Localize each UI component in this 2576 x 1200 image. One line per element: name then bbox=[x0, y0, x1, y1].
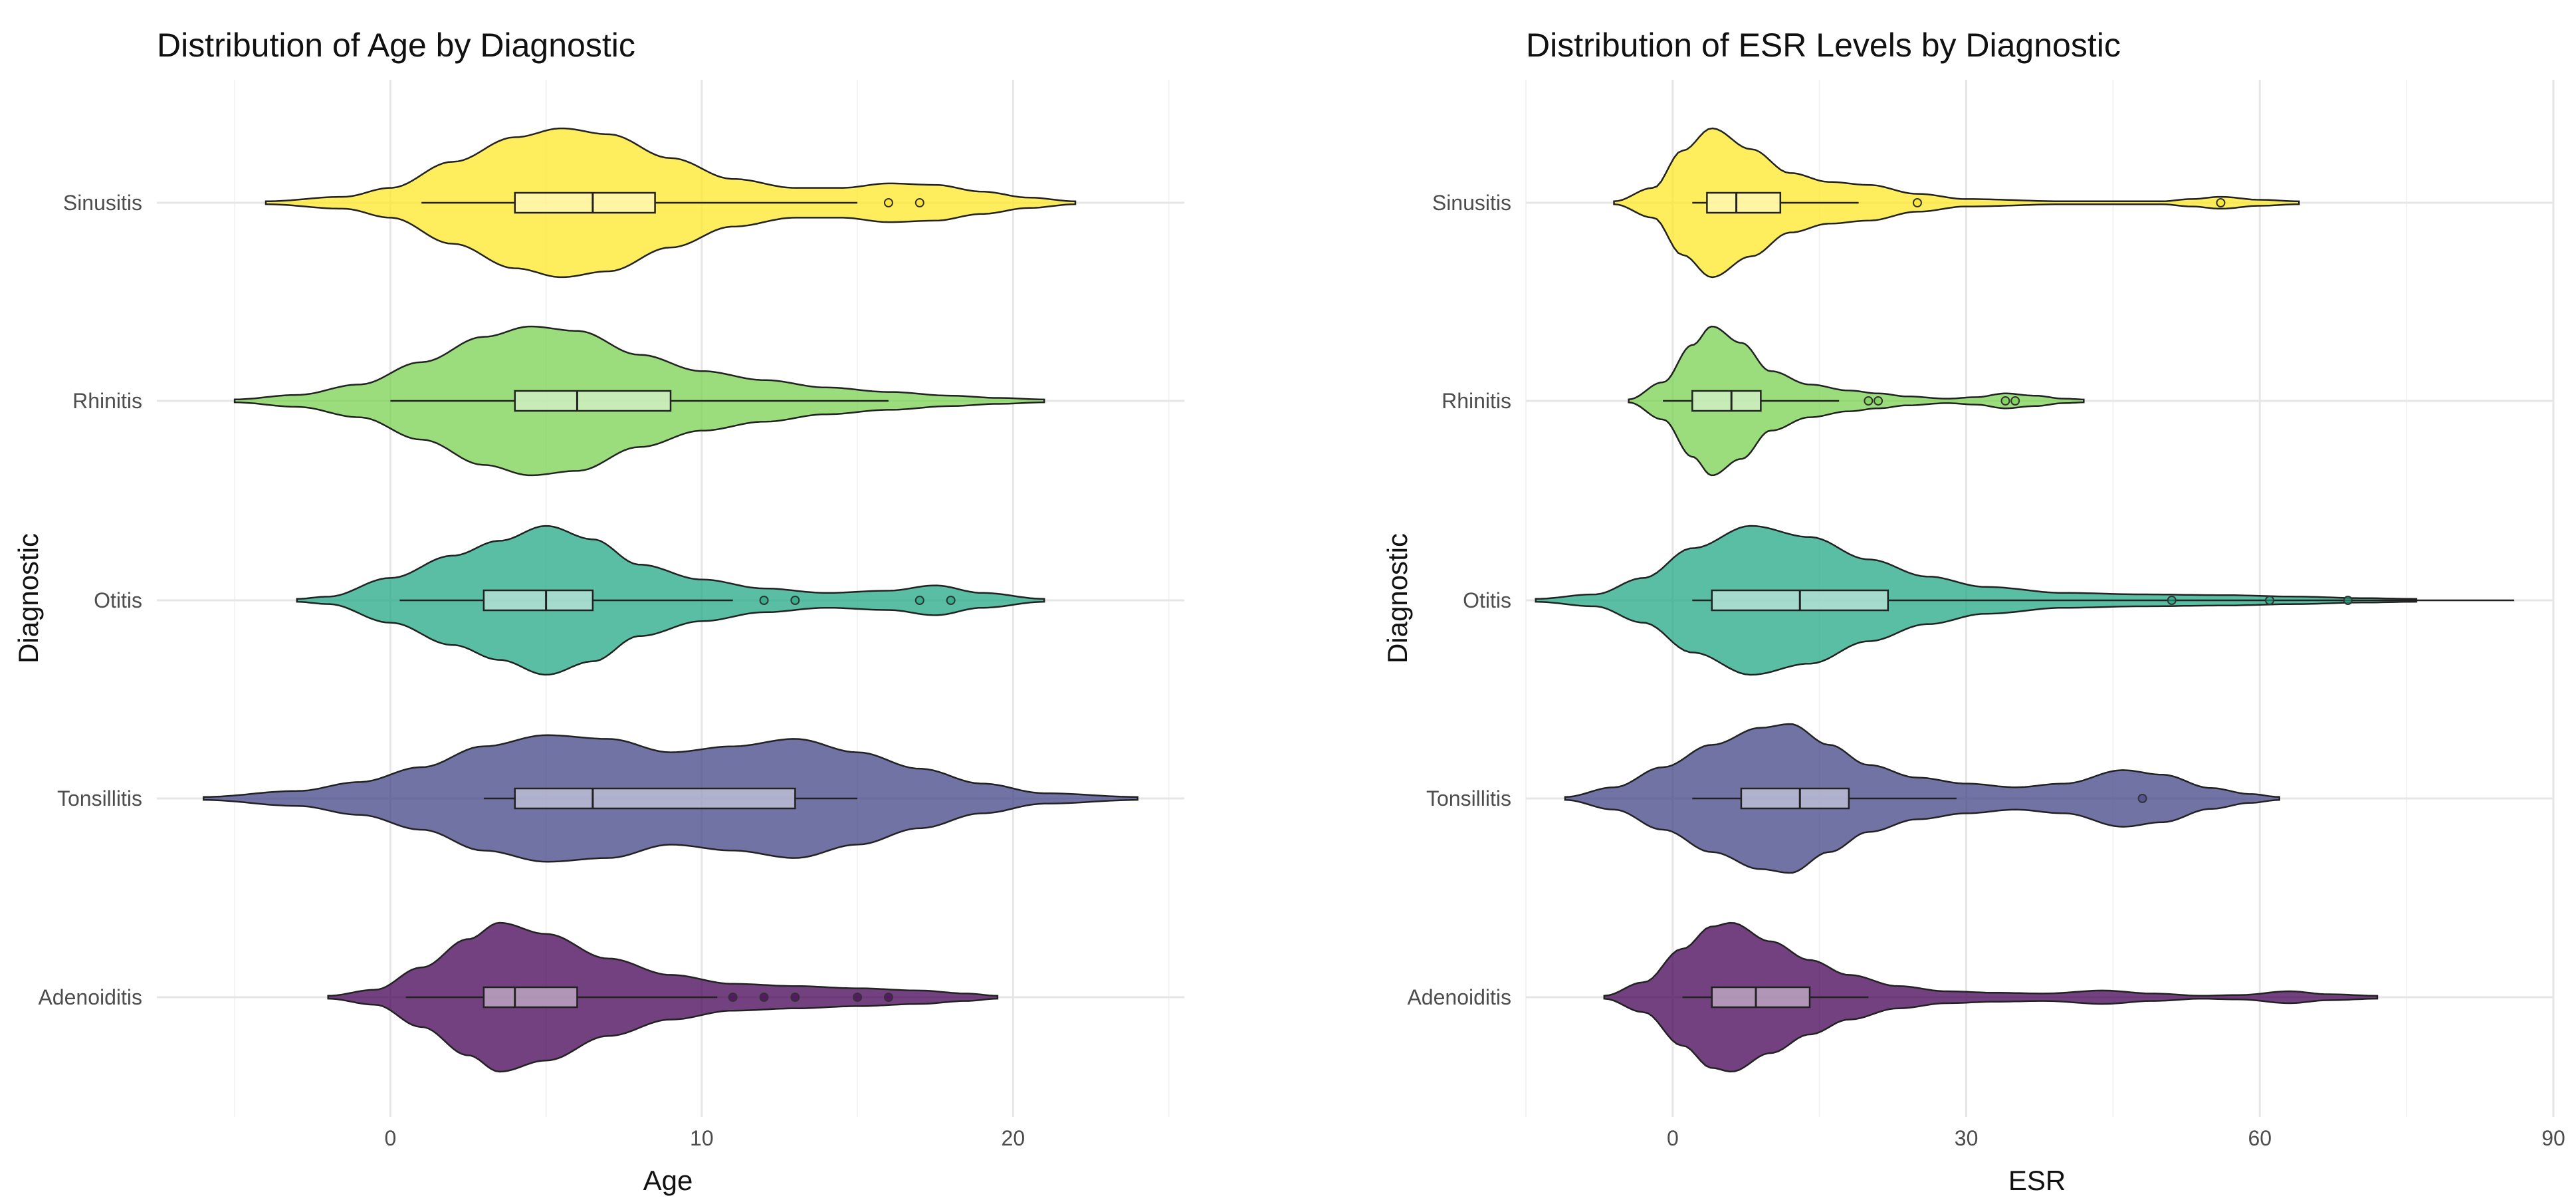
age-y-tick-label: Rhinitis bbox=[72, 389, 142, 413]
age-outlier-point-otitis bbox=[947, 596, 955, 604]
age-y-tick-label: Sinusitis bbox=[63, 191, 142, 215]
esr-x-tick-label: 90 bbox=[2541, 1126, 2565, 1150]
age-y-tick-label: Otitis bbox=[94, 588, 142, 612]
esr-outlier-point-rhinitis bbox=[1864, 397, 1872, 405]
esr-x-tick-label: 60 bbox=[2248, 1126, 2272, 1150]
age-x-tick-label: 10 bbox=[690, 1126, 714, 1150]
age-box-otitis bbox=[484, 590, 593, 610]
age-outlier-point-otitis bbox=[791, 596, 799, 604]
esr-outlier-point-otitis bbox=[2168, 596, 2176, 604]
age-outlier-point-adenoiditis bbox=[853, 993, 861, 1001]
esr-box-sinusitis bbox=[1707, 193, 1780, 213]
age-y-axis-title: Diagnostic bbox=[13, 533, 44, 663]
esr-outlier-point-sinusitis bbox=[1913, 199, 1921, 207]
age-outlier-point-sinusitis bbox=[885, 199, 893, 207]
age-outlier-point-sinusitis bbox=[916, 199, 924, 207]
esr-y-tick-label: Otitis bbox=[1463, 588, 1511, 612]
esr-y-tick-label: Adenoiditis bbox=[1407, 985, 1511, 1009]
esr-y-tick-label: Sinusitis bbox=[1432, 191, 1511, 215]
age-box-adenoiditis bbox=[484, 987, 578, 1007]
esr-box-adenoiditis bbox=[1712, 987, 1810, 1007]
esr-outlier-point-otitis bbox=[2266, 596, 2274, 604]
age-y-tick-label: Tonsillitis bbox=[57, 786, 142, 810]
esr-box-tonsillitis bbox=[1741, 788, 1849, 808]
figure: Distribution of Age by Diagnostic Age Di… bbox=[0, 0, 2576, 1200]
esr-outlier-point-sinusitis bbox=[2216, 199, 2224, 207]
age-box-rhinitis bbox=[515, 391, 671, 411]
esr-outlier-point-rhinitis bbox=[2001, 397, 2009, 405]
age-outlier-point-adenoiditis bbox=[791, 993, 799, 1001]
age-chart-title: Distribution of Age by Diagnostic bbox=[157, 27, 635, 64]
age-box-tonsillitis bbox=[515, 788, 796, 808]
esr-y-tick-label: Rhinitis bbox=[1442, 389, 1511, 413]
esr-x-axis-title: ESR bbox=[2008, 1165, 2066, 1196]
esr-y-axis-title: Diagnostic bbox=[1382, 533, 1413, 663]
esr-box-rhinitis bbox=[1692, 391, 1761, 411]
age-outlier-point-otitis bbox=[760, 596, 768, 604]
age-y-tick-label: Adenoiditis bbox=[38, 985, 142, 1009]
esr-chart-title: Distribution of ESR Levels by Diagnostic bbox=[1526, 27, 2121, 64]
esr-outlier-point-tonsillitis bbox=[2139, 794, 2147, 802]
age-x-tick-label: 0 bbox=[384, 1126, 396, 1150]
age-outlier-point-otitis bbox=[916, 596, 924, 604]
esr-y-tick-label: Tonsillitis bbox=[1426, 786, 1511, 810]
age-outlier-point-adenoiditis bbox=[729, 993, 737, 1001]
esr-outlier-point-rhinitis bbox=[1874, 397, 1882, 405]
age-box-sinusitis bbox=[515, 193, 655, 213]
age-x-tick-label: 20 bbox=[1002, 1126, 1025, 1150]
age-outlier-point-adenoiditis bbox=[885, 993, 893, 1001]
esr-x-tick-label: 0 bbox=[1667, 1126, 1679, 1150]
esr-outlier-point-rhinitis bbox=[2011, 397, 2019, 405]
esr-x-tick-label: 30 bbox=[1955, 1126, 1979, 1150]
age-outlier-point-adenoiditis bbox=[760, 993, 768, 1001]
age-x-axis-title: Age bbox=[643, 1165, 693, 1196]
esr-outlier-point-otitis bbox=[2344, 596, 2352, 604]
